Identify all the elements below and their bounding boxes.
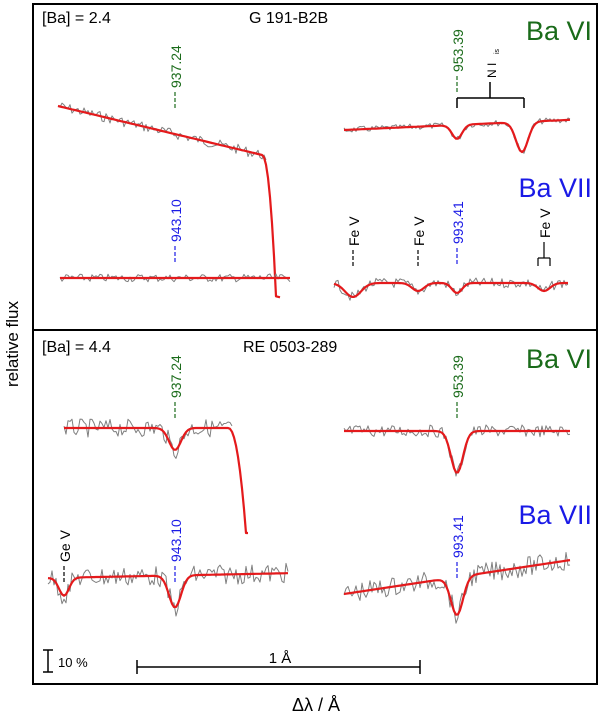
wavelength-scale-label: 1 Å [269,650,292,667]
line-id-937-panel1: 937.24 [168,45,184,108]
line-id-993-panel1: 993.41 [450,201,466,264]
line-id-953-panel2: 953.39 [450,355,466,418]
model-spectrum-p1-ba6-right [343,118,571,154]
line-id-n1-panel1: N I is [456,48,525,108]
abundance-label-panel1: [Ba] = 2.4 [42,10,111,27]
line-id-label: Fe V [537,208,553,238]
line-id-subscript: is [494,48,501,54]
line-id-label: Fe V [346,216,362,246]
observed-spectrum-p1-ba6-left [57,102,267,161]
ion-label-ba7-panel2: Ba VII [518,500,592,530]
line-id-label: N I [485,63,499,78]
line-id-ge5-panel2: Ge V [57,529,73,582]
star-name-panel2: RE 0503-289 [243,339,337,356]
flux-scale-bar [43,649,53,673]
y-axis-label: relative flux [3,301,22,387]
line-id-label: 993.41 [450,201,466,244]
line-id-label: 993.41 [450,515,466,558]
line-id-label: 943.10 [168,199,184,242]
line-id-943-panel1: 943.10 [168,199,184,262]
observed-spectrum-p2-ba7-left [47,562,289,617]
model-spectrum-p2-ba6-right [344,429,570,474]
wavelength-scale-bar [136,660,421,674]
line-id-937-panel2: 937.24 [168,355,184,418]
line-id-label: Ge V [57,529,73,562]
model-spectrum-p2-ba6-left [64,426,248,535]
spectra-lines [47,102,571,624]
model-spectrum-p2-ba7-left [47,572,288,609]
star-name-panel1: G 191-B2B [249,10,328,27]
line-id-fe5-b-panel1: Fe V [411,216,427,266]
line-id-993-panel2: 993.41 [450,515,466,578]
line-id-label: 943.10 [168,519,184,562]
observed-spectrum-p2-ba7-right [343,552,571,624]
ion-label-ba6-panel1: Ba VI [526,16,592,46]
figure-frame [32,3,598,685]
line-id-953-panel1: 953.39 [450,29,466,92]
x-axis-label: Δλ / Å [292,695,340,715]
ion-label-ba6-panel2: Ba VI [526,344,592,374]
model-spectrum-p1-ba6-left [57,104,281,299]
line-id-label: 953.39 [450,355,466,398]
ion-label-ba7-panel1: Ba VII [518,173,592,203]
observed-spectrum-p2-ba6-right [343,424,571,477]
line-id-label: 937.24 [168,355,184,398]
abundance-label-panel2: [Ba] = 4.4 [42,339,111,356]
observed-spectrum-p1-ba7-left [59,273,291,283]
line-id-fe5-c-panel1: Fe V [537,208,553,266]
model-spectrum-p2-ba7-right [343,559,571,616]
line-id-label: Fe V [411,216,427,246]
line-id-label: 937.24 [168,45,184,88]
model-spectrum-p1-ba7-right [333,281,568,298]
line-id-fe5-a-panel1: Fe V [346,216,362,266]
observed-spectrum-p2-ba6-left [63,418,233,459]
flux-scale-label: 10 % [58,655,88,670]
line-id-943-panel2: 943.10 [168,519,184,582]
line-id-label: 953.39 [450,29,466,72]
